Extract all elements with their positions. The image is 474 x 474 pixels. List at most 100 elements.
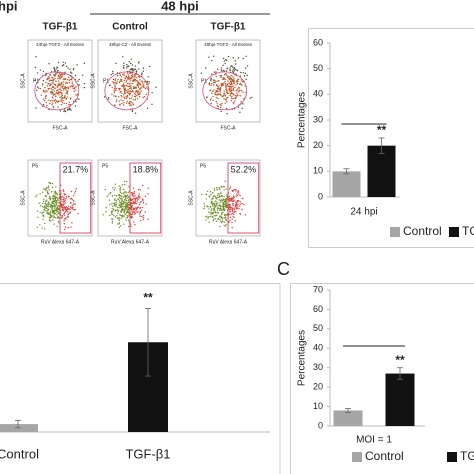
- event-dot: [203, 205, 206, 207]
- event-dot: [229, 94, 231, 97]
- event-dot: [42, 83, 44, 85]
- event-dot: [61, 65, 64, 67]
- event-dot: [70, 97, 72, 99]
- event-dot: [115, 87, 118, 90]
- event-dot: [218, 193, 221, 195]
- plot-frame: [97, 159, 163, 237]
- legend-swatch: [447, 452, 457, 462]
- event-dot: [228, 76, 230, 78]
- event-dot: [116, 74, 119, 77]
- annotation: **: [377, 123, 387, 137]
- event-dot: [132, 80, 134, 83]
- event-dot: [225, 223, 227, 226]
- event-dot: [141, 73, 143, 76]
- event-dot: [48, 62, 50, 65]
- event-dot: [131, 198, 133, 201]
- event-dot: [214, 204, 216, 207]
- gate: [34, 71, 80, 111]
- event-dot: [125, 192, 127, 194]
- event-dot: [142, 214, 145, 217]
- event-dot: [238, 87, 241, 89]
- event-dot: [217, 204, 219, 207]
- event-dot: [151, 103, 153, 106]
- event-dot: [132, 82, 134, 85]
- event-dot: [230, 208, 232, 210]
- event-dot: [74, 203, 76, 205]
- event-dot: [60, 100, 63, 103]
- event-dot: [142, 199, 144, 202]
- event-dot: [35, 56, 37, 58]
- event-dot: [54, 87, 56, 90]
- event-dot: [60, 216, 63, 219]
- event-dot: [61, 209, 64, 211]
- event-dot: [39, 211, 41, 213]
- event-dot: [237, 88, 239, 90]
- event-dot: [142, 83, 144, 85]
- event-dot: [211, 201, 214, 203]
- event-dot: [239, 203, 241, 205]
- event-dot: [118, 219, 121, 222]
- event-dot: [69, 103, 72, 106]
- bar: [385, 373, 415, 426]
- event-dot: [41, 191, 44, 193]
- event-dot: [217, 206, 219, 208]
- event-dot: [134, 224, 136, 226]
- bar: [333, 410, 363, 426]
- event-dot: [137, 75, 140, 78]
- event-dot: [65, 207, 67, 209]
- event-dot: [231, 95, 233, 98]
- event-dot: [57, 91, 60, 93]
- event-dot: [58, 202, 60, 204]
- event-dot: [129, 90, 131, 92]
- y-tick-label: 60: [313, 37, 323, 47]
- event-dot: [69, 86, 71, 88]
- event-dot: [140, 90, 142, 92]
- event-dot: [60, 75, 62, 77]
- event-dot: [237, 191, 240, 193]
- event-dot: [128, 78, 130, 80]
- event-dot: [211, 73, 213, 75]
- event-dot: [137, 86, 140, 88]
- event-dot: [231, 200, 233, 202]
- event-dot: [53, 74, 56, 77]
- event-dot: [220, 205, 222, 207]
- event-dot: [41, 211, 43, 213]
- event-dot: [69, 202, 72, 204]
- event-dot: [232, 87, 235, 90]
- event-dot: [62, 201, 65, 203]
- event-dot: [55, 195, 57, 197]
- event-dot: [133, 87, 136, 90]
- event-dot: [215, 75, 217, 78]
- event-dot: [67, 78, 69, 81]
- event-dot: [134, 73, 136, 76]
- event-dot: [115, 199, 118, 202]
- event-dot: [223, 205, 225, 208]
- event-dot: [114, 183, 117, 185]
- event-dot: [208, 56, 210, 58]
- event-dot: [46, 186, 48, 189]
- event-dot: [146, 107, 149, 109]
- event-dot: [63, 197, 65, 199]
- event-dot: [216, 186, 218, 189]
- event-dot: [238, 90, 240, 92]
- event-dot: [219, 201, 221, 204]
- event-dot: [141, 85, 143, 87]
- event-dot: [223, 60, 226, 62]
- event-dot: [234, 100, 236, 102]
- event-dot: [208, 195, 210, 197]
- event-dot: [141, 72, 143, 74]
- event-dot: [218, 196, 220, 198]
- y-tick-label: 30: [313, 362, 323, 372]
- event-dot: [121, 73, 124, 76]
- event-dot: [137, 196, 139, 199]
- event-dot: [238, 208, 240, 210]
- event-dot: [66, 211, 69, 213]
- event-dot: [140, 84, 142, 86]
- event-dot: [229, 90, 232, 93]
- axis-label: SSC-A: [90, 190, 96, 206]
- event-dot: [129, 104, 131, 107]
- event-dot: [52, 102, 54, 104]
- event-dot: [64, 86, 67, 89]
- event-dot: [130, 82, 132, 85]
- gate: [129, 162, 162, 234]
